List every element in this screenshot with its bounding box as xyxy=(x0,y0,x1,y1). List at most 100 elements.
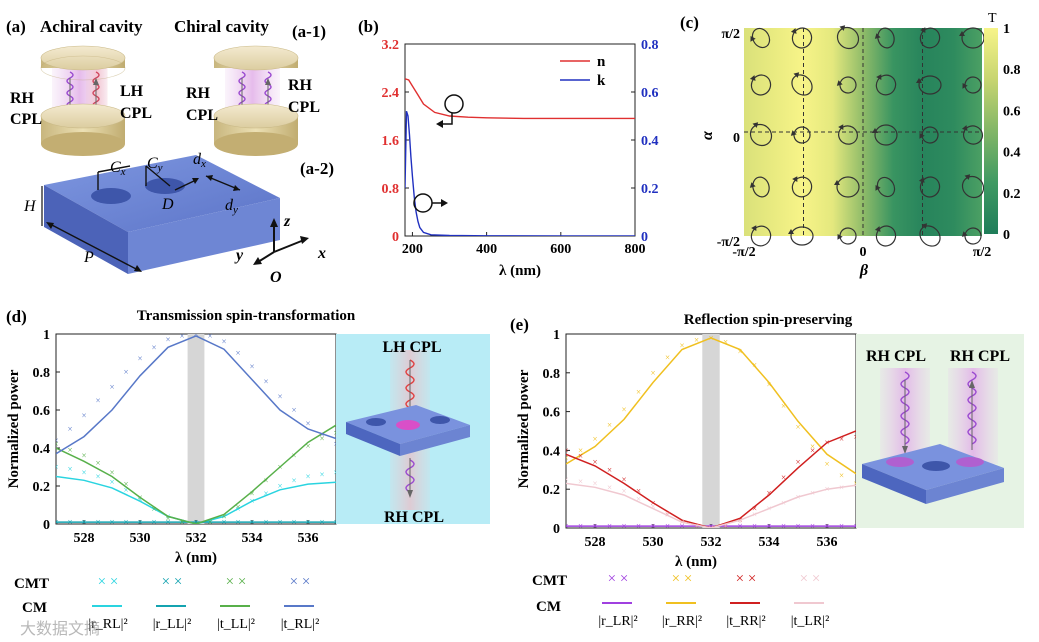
x-tick-label: 800 xyxy=(625,242,646,257)
cmt-point-3: × xyxy=(824,484,829,494)
achiral-cavity-illustration: RH CPL LH CPL xyxy=(10,45,152,156)
cmt-point-1: × xyxy=(795,422,800,432)
ellipse-arrow xyxy=(836,80,843,86)
cmt-point-2: × xyxy=(650,498,655,508)
cmt-point-3: × xyxy=(781,498,786,508)
colorbar-tick-label: 0.8 xyxy=(1003,63,1021,78)
cmt-point-1: × xyxy=(53,517,58,527)
cmt-point-3: × xyxy=(95,396,100,406)
inset-e-left-label: RH CPL xyxy=(866,348,926,365)
cmt-point-3: × xyxy=(650,502,655,512)
polarization-ellipse xyxy=(918,176,941,198)
ellipse-outline xyxy=(918,75,942,95)
cmt-point-2: × xyxy=(235,502,240,512)
cmt-point-0: × xyxy=(249,496,254,506)
cmt-point-1: × xyxy=(824,459,829,469)
cmt-point-2: × xyxy=(824,438,829,448)
polarization-ellipse xyxy=(834,176,860,198)
cmt-point-0: × xyxy=(781,521,786,531)
cmt-point-1: × xyxy=(853,478,858,488)
cmt-point-1: × xyxy=(221,517,226,527)
cmt-point-3: × xyxy=(737,517,742,527)
ellipse-arrow xyxy=(918,177,925,183)
ellipse-arrow xyxy=(749,182,756,188)
cmt-point-3: × xyxy=(607,482,612,492)
polarization-ellipse xyxy=(749,176,770,198)
cmt-point-0: × xyxy=(277,481,282,491)
cmt-point-0: × xyxy=(578,521,583,531)
legend-cmt-marker: × × xyxy=(98,574,119,590)
ellipse-outline xyxy=(790,226,814,246)
chiral-rh-left-line2: CPL xyxy=(186,107,218,124)
cmt-point-0: × xyxy=(708,521,713,531)
inset-d-bottom-label: RH CPL xyxy=(384,509,444,526)
ellipse-outline xyxy=(874,124,898,146)
cmt-point-1: × xyxy=(592,434,597,444)
cmt-point-2: × xyxy=(67,445,72,455)
ellipse-arrow xyxy=(752,122,759,128)
cmt-point-2: × xyxy=(319,434,324,444)
axis-origin-label: O xyxy=(270,269,282,286)
cmt-point-3: × xyxy=(249,361,254,371)
cmt-point-3: × xyxy=(853,480,858,490)
cmt-point-1: × xyxy=(137,517,142,527)
cmt-point-1: × xyxy=(607,420,612,430)
cmt-point-3: × xyxy=(193,329,198,339)
cmt-point-0: × xyxy=(824,521,829,531)
legend-item-label: |r_RL|² xyxy=(88,617,127,632)
polarization-ellipse xyxy=(750,225,772,247)
cm-line-3 xyxy=(56,335,336,455)
legend-cmt-marker: × × xyxy=(608,571,629,587)
ellipse-arrow xyxy=(919,132,925,139)
ellipse-arrow xyxy=(790,28,797,34)
achiral-lh-label-line1: LH xyxy=(120,83,144,100)
ellipse-arrow xyxy=(876,74,882,81)
cmt-point-3: × xyxy=(333,439,338,449)
cmt-point-0: × xyxy=(235,504,240,514)
polarization-ellipse xyxy=(791,176,813,198)
ellipse-outline xyxy=(749,123,773,147)
ellipse-outline xyxy=(919,27,941,49)
cmt-point-3: × xyxy=(766,504,771,514)
ellipse-outline xyxy=(964,227,982,245)
x-tick-label: 536 xyxy=(817,535,838,550)
panel-e: (e) Reflection spin-preserving 0 0.2 0.4 0.… xyxy=(510,312,1024,629)
cmt-point-1: × xyxy=(249,517,254,527)
inset-e-right-label: RH CPL xyxy=(950,348,1010,365)
polarization-ellipse xyxy=(872,124,898,146)
cmt-point-0: × xyxy=(123,485,128,495)
y-tick-label: 1 xyxy=(43,328,50,343)
ellipse-arrow xyxy=(793,72,800,78)
watermark: 大数据文摘 xyxy=(20,620,100,638)
cmt-point-1: × xyxy=(95,517,100,527)
cmt-point-0: × xyxy=(795,521,800,531)
colorbar-tick-label: 0.6 xyxy=(1003,104,1021,119)
cm-line-2 xyxy=(566,430,856,528)
legend-cmt-marker: × × xyxy=(226,574,247,590)
cm-line-3 xyxy=(566,482,856,528)
cmt-point-1: × xyxy=(737,346,742,356)
polarization-ellipse xyxy=(838,124,858,145)
ellipse-outline xyxy=(877,27,895,49)
right-tick-label: 0.4 xyxy=(641,134,659,149)
ellipse-arrow xyxy=(837,233,843,240)
colorbar-title: T xyxy=(988,11,997,26)
ellipse-arrow xyxy=(921,223,928,229)
ellipse-arrow xyxy=(750,35,756,42)
legend-e-cm-label: CM xyxy=(536,599,561,615)
right-tick-label: 0.2 xyxy=(641,182,659,197)
colorbar xyxy=(984,28,998,234)
polarization-ellipse xyxy=(836,76,857,94)
cmt-point-1: × xyxy=(636,387,641,397)
x-tick-label: 530 xyxy=(130,531,151,546)
cmt-point-2: × xyxy=(249,489,254,499)
ellipse-outline xyxy=(751,27,771,49)
ellipse-outline xyxy=(962,125,984,145)
cmt-point-1: × xyxy=(151,517,156,527)
colorbar-tick-label: 0 xyxy=(1003,228,1010,243)
chart-b-xlabel: λ (nm) xyxy=(499,263,541,279)
polarization-ellipse xyxy=(919,126,939,144)
cmt-point-1: × xyxy=(193,517,198,527)
cmt-point-0: × xyxy=(81,468,86,478)
cmt-point-3: × xyxy=(207,331,212,341)
